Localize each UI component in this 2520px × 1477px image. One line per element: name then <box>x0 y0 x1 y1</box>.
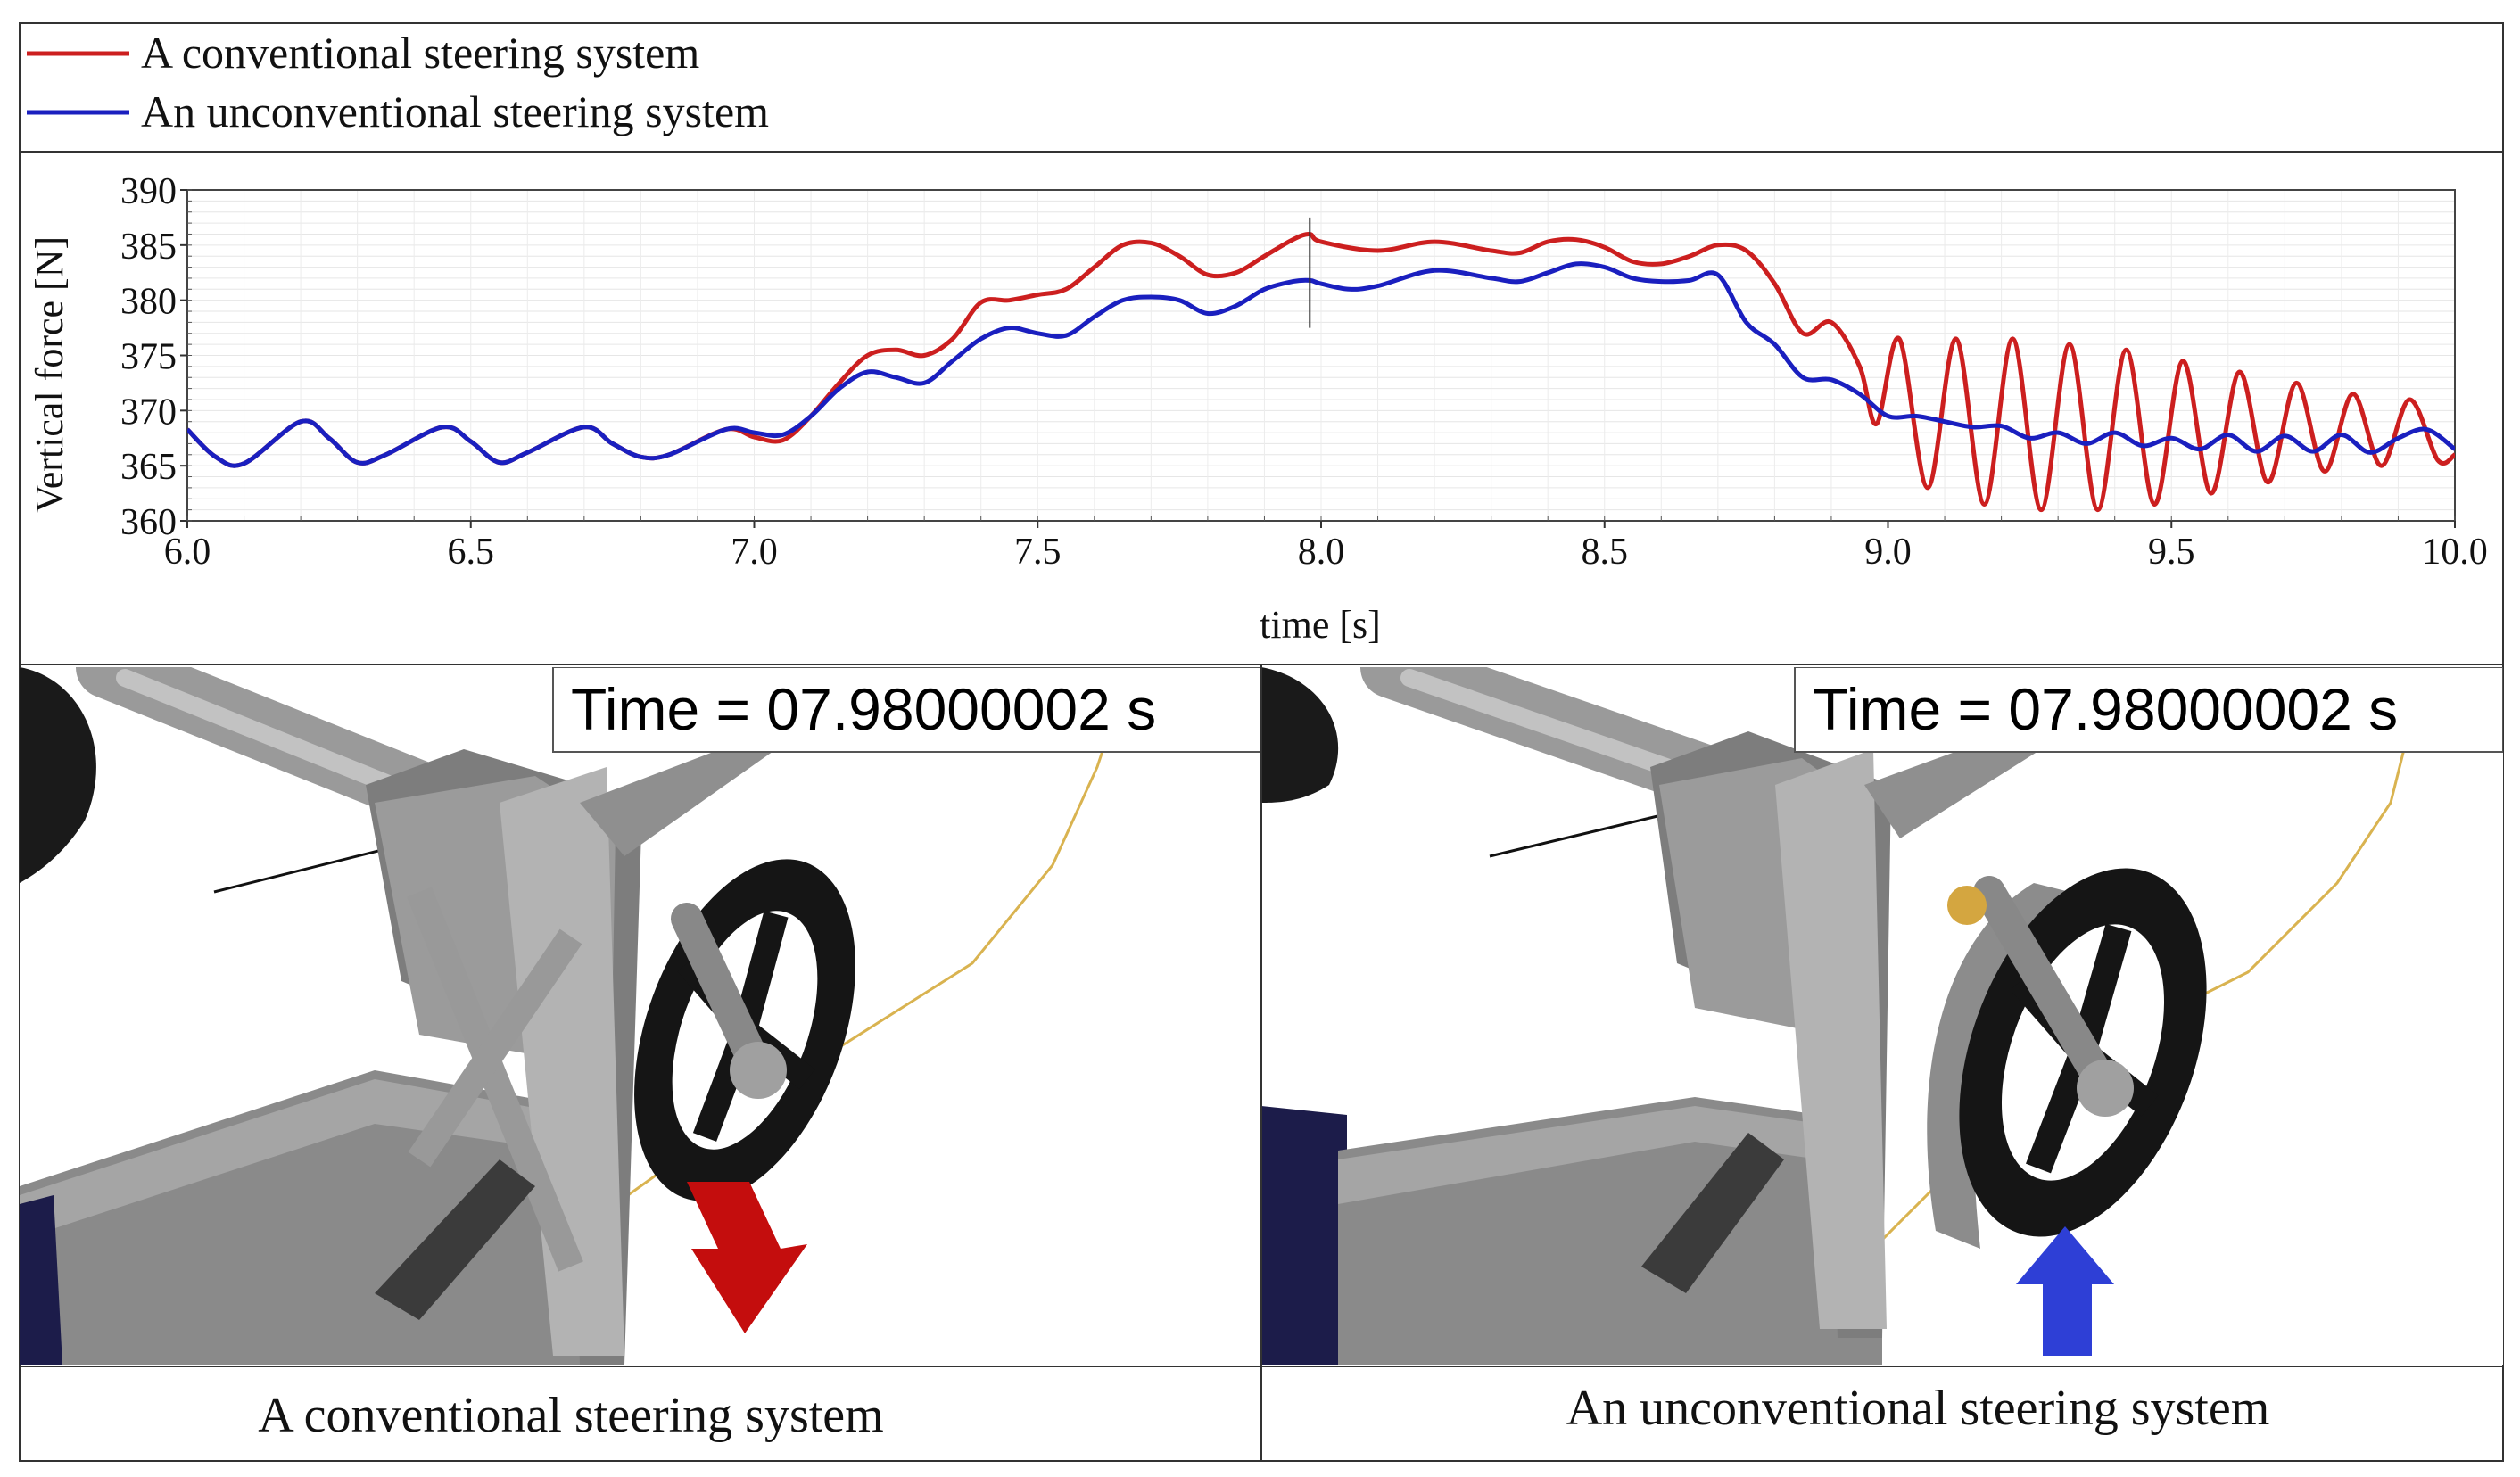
joint-marker <box>1947 886 1987 925</box>
force-arrow-red-icon <box>687 1182 807 1333</box>
y-tick-label: 370 <box>120 392 177 433</box>
time-overlay-2: Time = 07.98000002 s <box>1813 676 2398 742</box>
blue-block-2 <box>1261 1106 1347 1365</box>
chart: 360 365 370 375 380 385 390 6.0 6.5 7.0 7.5 8.0 8.5… <box>28 171 2488 647</box>
legend-label-unconventional: An unconventional steering system <box>141 87 769 136</box>
blue-block <box>20 1195 62 1365</box>
series-layer <box>187 231 2455 513</box>
render-panel-unconventional: Time = 07.98000002 s <box>1261 667 2503 1365</box>
force-arrow-blue-icon <box>2016 1226 2114 1356</box>
y-axis-label: Vertical force [N] <box>28 236 71 513</box>
rear-wheel-edge <box>20 667 96 883</box>
foot-pedal-2 <box>1641 1133 1784 1293</box>
x-tick-label: 10.0 <box>2422 532 2488 573</box>
legend: A conventional steering system An unconv… <box>27 28 769 136</box>
y-tick-label: 360 <box>120 502 177 543</box>
time-overlay-box <box>552 667 1261 753</box>
x-tick-label: 9.5 <box>2148 532 2195 573</box>
floor-slab <box>20 1070 624 1365</box>
time-overlay-box-2 <box>1794 667 2503 753</box>
x-tick-label: 8.0 <box>1298 532 1345 573</box>
y-tick-label: 385 <box>120 227 177 268</box>
y-tick-label: 380 <box>120 282 177 323</box>
x-tick-label: 7.0 <box>731 532 778 573</box>
x-axis-label: time [s] <box>1260 603 1381 647</box>
time-overlay: Time = 07.98000002 s <box>571 676 1156 742</box>
rear-wheel-edge-2 <box>1261 667 1339 803</box>
y-axis: 360 365 370 375 380 385 390 <box>120 171 192 543</box>
x-tick-label: 7.5 <box>1014 532 1062 573</box>
caption-conventional: A conventional steering system <box>258 1388 883 1443</box>
x-tick-label: 6.0 <box>164 532 211 573</box>
x-tick-label: 8.5 <box>1582 532 1629 573</box>
render-panel-conventional: Time = 07.98000002 s <box>20 667 1261 1365</box>
y-tick-label: 375 <box>120 337 177 378</box>
y-tick-label: 390 <box>120 171 177 212</box>
series-line-unconventional <box>187 261 2455 468</box>
fender <box>1927 883 2070 1249</box>
x-tick-label: 9.0 <box>1864 532 1912 573</box>
legend-label-conventional: A conventional steering system <box>141 28 699 78</box>
foot-pedal <box>375 1159 535 1320</box>
caption-unconventional: An unconventional steering system <box>1566 1381 2270 1436</box>
x-axis: 6.0 6.5 7.0 7.5 8.0 8.5 9.0 9.5 10.0 <box>164 516 2488 573</box>
steering-fork-2 <box>1973 876 2121 1104</box>
y-tick-label: 365 <box>120 447 177 488</box>
x-tick-label: 6.5 <box>448 532 495 573</box>
